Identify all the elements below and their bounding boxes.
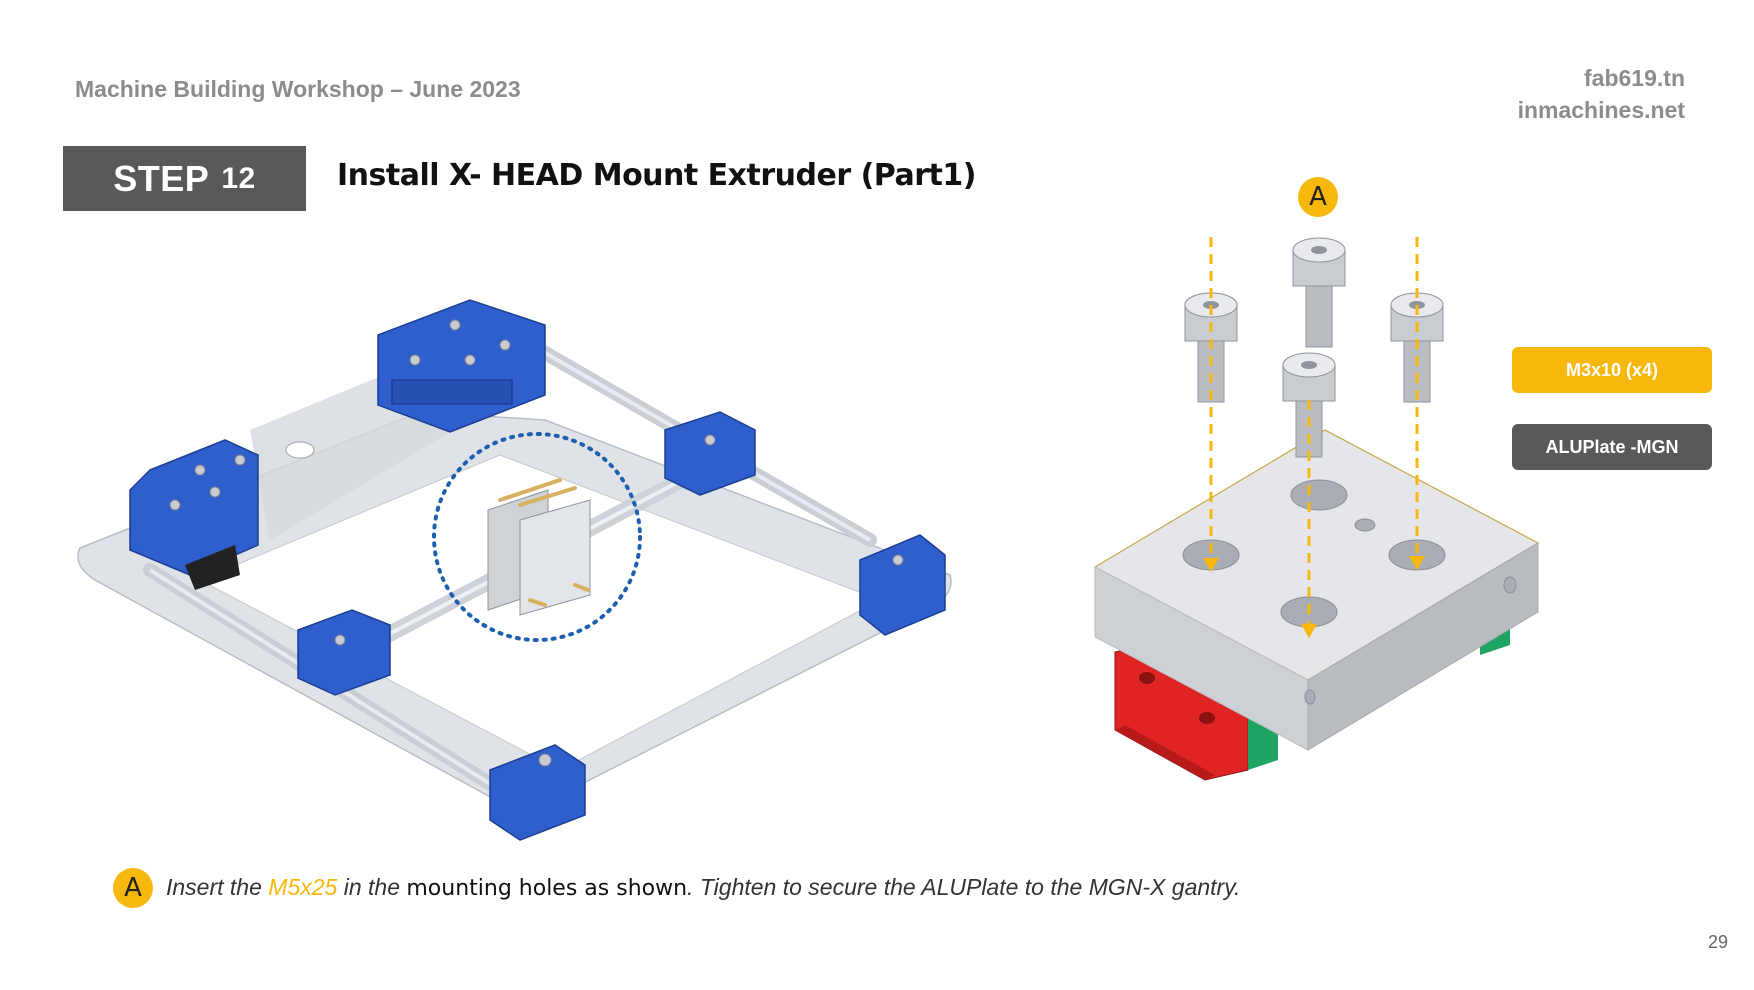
instruction-part-1: Insert the bbox=[166, 874, 269, 900]
frame-assembly bbox=[77, 299, 952, 841]
x-head-plate bbox=[487, 478, 591, 616]
screw-group bbox=[1184, 237, 1444, 458]
step-title: Install X- HEAD Mount Extruder (Part1) bbox=[337, 158, 976, 193]
instruction-part-3: . Tighten to secure the ALUPlate to the … bbox=[687, 874, 1241, 900]
site-inmachines: inmachines.net bbox=[1517, 97, 1685, 123]
workshop-title: Machine Building Workshop – June 2023 bbox=[75, 76, 521, 102]
instruction-highlight-part: M5x25 bbox=[268, 874, 338, 900]
instruction-part-2: in the bbox=[337, 874, 407, 900]
plate-detail bbox=[1093, 237, 1540, 781]
site-fab619: fab619.tn bbox=[1584, 65, 1685, 91]
step-label: STEP bbox=[113, 157, 210, 199]
callout-a-marker: A bbox=[1298, 177, 1338, 217]
instruction-text: Insert the M5x25 in the mounting holes a… bbox=[166, 874, 1240, 901]
part-label-plate: ALUPlate -MGN bbox=[1512, 424, 1712, 470]
instruction-a-marker: A bbox=[113, 868, 153, 908]
page-number: 29 bbox=[1707, 932, 1728, 952]
focus-circle bbox=[432, 432, 642, 642]
step-number: 12 bbox=[221, 161, 256, 195]
instruction-emphasis: mounting holes as shown bbox=[406, 876, 688, 901]
part-label-screw: M3x10 (x4) bbox=[1512, 347, 1712, 393]
site-links: fab619.tn inmachines.net bbox=[1518, 62, 1685, 126]
step-badge: STEP 12 bbox=[63, 146, 306, 211]
